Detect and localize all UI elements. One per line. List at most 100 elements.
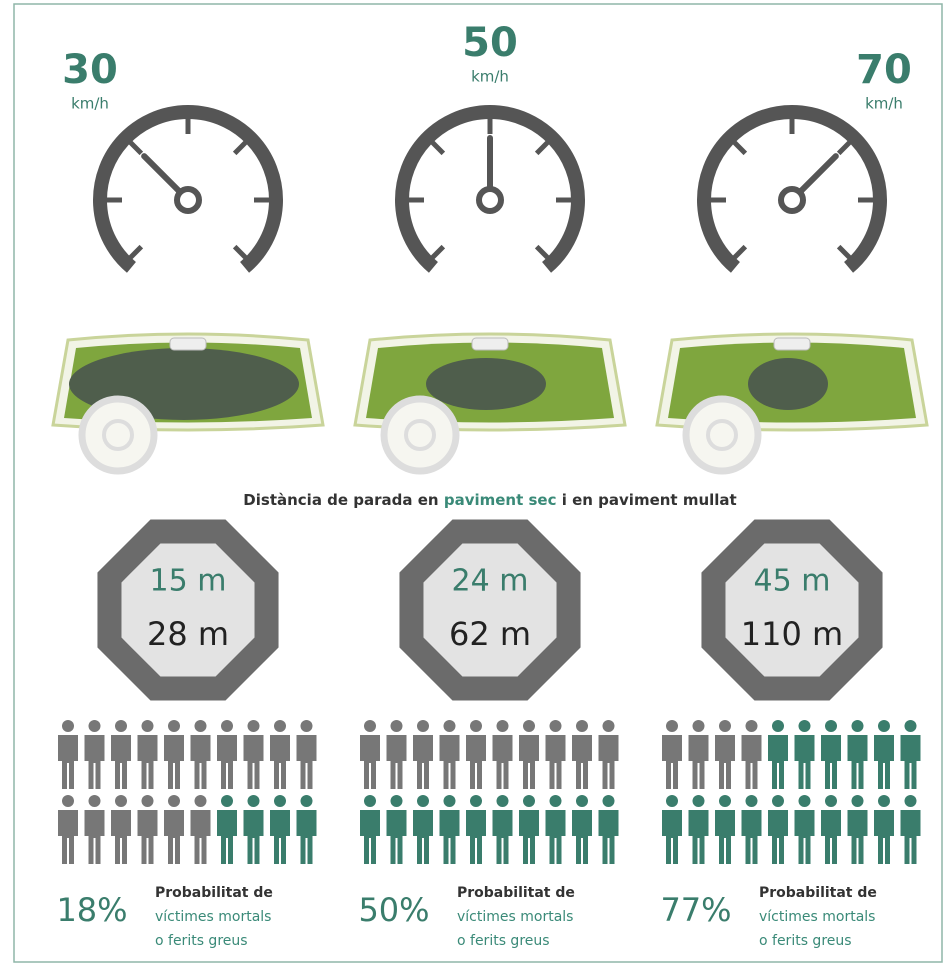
person-body [413,810,433,864]
person-body [901,810,921,864]
person-head [62,720,74,732]
person-icon [821,795,841,864]
person-head [799,720,811,732]
person-icon [270,720,290,789]
person-head [89,720,101,732]
person-body [270,735,290,789]
person-head [221,720,233,732]
person-icon [795,720,815,789]
gauge-tick [432,142,443,153]
person-body [546,735,566,789]
title-highlight: paviment sec [444,491,557,509]
gauge-needle [800,156,835,191]
person-body [297,735,317,789]
person-icon [466,720,486,789]
wet-distance: 110 m [741,615,843,653]
person-head [825,720,837,732]
mirror [170,338,206,350]
person-icon [572,795,592,864]
person-body [413,735,433,789]
person-body [599,810,619,864]
person-body [111,735,131,789]
person-body [821,735,841,789]
person-icon [519,720,539,789]
person-head [470,720,482,732]
wet-distance: 28 m [147,615,229,653]
percentage: 18% [56,891,127,929]
person-body [440,735,460,789]
person-head [417,720,429,732]
person-icon [546,795,566,864]
mirror [472,338,508,350]
person-icon [874,795,894,864]
person-body [138,810,158,864]
person-body [111,810,131,864]
person-icon [138,720,158,789]
person-icon [519,795,539,864]
person-head [523,795,535,807]
person-head [719,795,731,807]
person-head [825,795,837,807]
person-head [274,720,286,732]
person-head [523,720,535,732]
person-body [768,735,788,789]
caption-line: Probabilitat de [759,885,877,901]
person-head [62,795,74,807]
person-head [772,720,784,732]
visual-field [748,358,828,410]
gauge-tick [839,247,850,258]
person-body [874,735,894,789]
person-icon [689,795,709,864]
person-body [466,735,486,789]
person-body [58,810,78,864]
person-head [746,795,758,807]
dry-distance: 45 m [754,564,831,599]
person-icon [440,795,460,864]
gauge-hub [177,189,199,211]
person-head [444,795,456,807]
caption-line: víctimes mortals [155,909,271,925]
person-head [168,720,180,732]
person-icon [85,720,105,789]
person-body [387,735,407,789]
person-icon [58,795,78,864]
person-icon [901,795,921,864]
person-icon [689,720,709,789]
person-icon [874,720,894,789]
person-head [248,720,260,732]
person-head [878,795,890,807]
caption-line: o ferits greus [457,933,550,949]
person-head [168,795,180,807]
gauge-tick [839,142,850,153]
person-body [715,810,735,864]
person-icon [848,795,868,864]
speed-unit: km/h [865,95,903,113]
person-icon [387,720,407,789]
person-body [360,735,380,789]
speed-value: 50 [462,20,518,66]
person-icon [715,720,735,789]
person-head [115,795,127,807]
person-icon [493,795,513,864]
person-icon [440,720,460,789]
person-icon [715,795,735,864]
person-icon [742,720,762,789]
person-head [142,795,154,807]
person-icon [848,720,868,789]
person-body [572,735,592,789]
person-head [550,795,562,807]
person-body [848,810,868,864]
caption-line: Probabilitat de [457,885,575,901]
person-body [466,810,486,864]
person-head [391,720,403,732]
person-icon [466,795,486,864]
visual-field [426,358,546,410]
person-icon [360,720,380,789]
person-icon [493,720,513,789]
person-icon [164,720,184,789]
person-head [550,720,562,732]
person-icon [572,720,592,789]
caption-line: o ferits greus [155,933,248,949]
person-body [297,810,317,864]
person-body [519,810,539,864]
